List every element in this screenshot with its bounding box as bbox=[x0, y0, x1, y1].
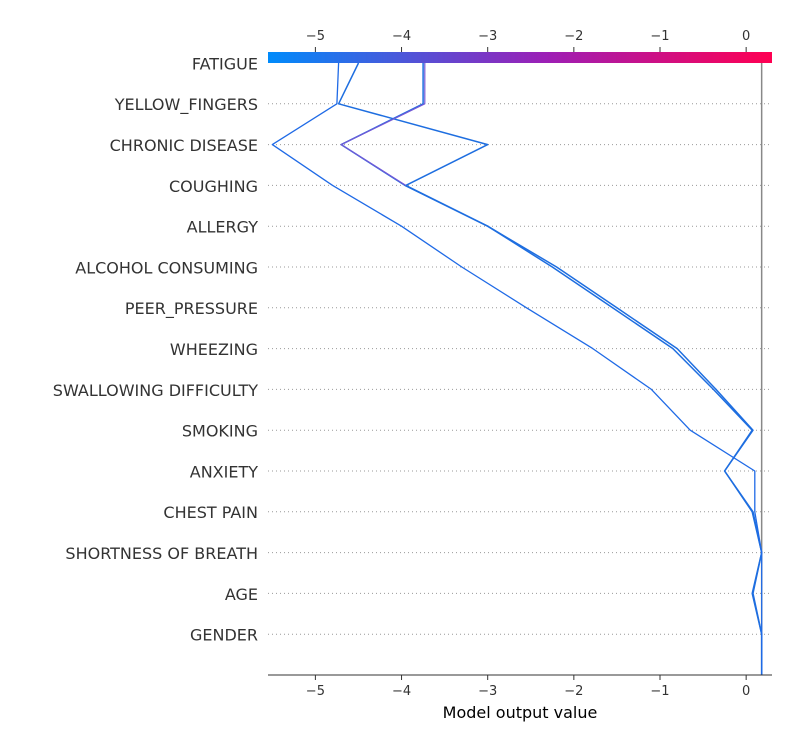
feature-label: GENDER bbox=[190, 626, 258, 645]
feature-label: ANXIETY bbox=[190, 462, 258, 481]
tick-label: −5 bbox=[306, 29, 325, 44]
feature-label: ALCOHOL CONSUMING bbox=[75, 258, 258, 277]
feature-label: SWALLOWING DIFFICULTY bbox=[53, 381, 258, 400]
tick-label: −2 bbox=[564, 29, 583, 44]
colorbar bbox=[268, 52, 772, 63]
top-axis: −5 −4 −3 −2 −1 0 bbox=[306, 29, 750, 52]
tick-label: −5 bbox=[306, 684, 325, 699]
tick-label: −1 bbox=[650, 684, 669, 699]
grid-lines bbox=[268, 103, 772, 676]
tick-label: −3 bbox=[478, 684, 497, 699]
tick-label: −1 bbox=[650, 29, 669, 44]
feature-label: PEER_PRESSURE bbox=[125, 299, 258, 319]
series-line bbox=[271, 62, 763, 675]
feature-label: CHRONIC DISEASE bbox=[110, 136, 258, 155]
bottom-axis: −5 −4 −3 −2 −1 0 bbox=[306, 675, 750, 699]
tick-label: 0 bbox=[742, 29, 750, 44]
feature-label: COUGHING bbox=[169, 177, 258, 196]
feature-labels: FATIGUE YELLOW_FINGERS CHRONIC DISEASE COU… bbox=[53, 54, 258, 644]
tick-label: 0 bbox=[742, 684, 750, 699]
feature-label: SMOKING bbox=[182, 422, 258, 441]
feature-label: FATIGUE bbox=[192, 54, 258, 73]
feature-label: SHORTNESS OF BREATH bbox=[65, 544, 258, 563]
feature-label: ALLERGY bbox=[187, 218, 259, 237]
feature-label: AGE bbox=[225, 585, 258, 604]
tick-label: −4 bbox=[392, 29, 411, 44]
feature-label: YELLOW_FINGERS bbox=[114, 95, 258, 115]
x-axis-title: Model output value bbox=[443, 703, 598, 722]
series-group bbox=[271, 62, 763, 675]
tick-label: −3 bbox=[478, 29, 497, 44]
series-line bbox=[337, 62, 763, 675]
series-line bbox=[340, 63, 763, 675]
feature-label: WHEEZING bbox=[170, 340, 258, 359]
tick-label: −4 bbox=[392, 684, 411, 699]
series-line bbox=[340, 63, 426, 186]
feature-label: CHEST PAIN bbox=[163, 503, 258, 522]
tick-label: −2 bbox=[564, 684, 583, 699]
